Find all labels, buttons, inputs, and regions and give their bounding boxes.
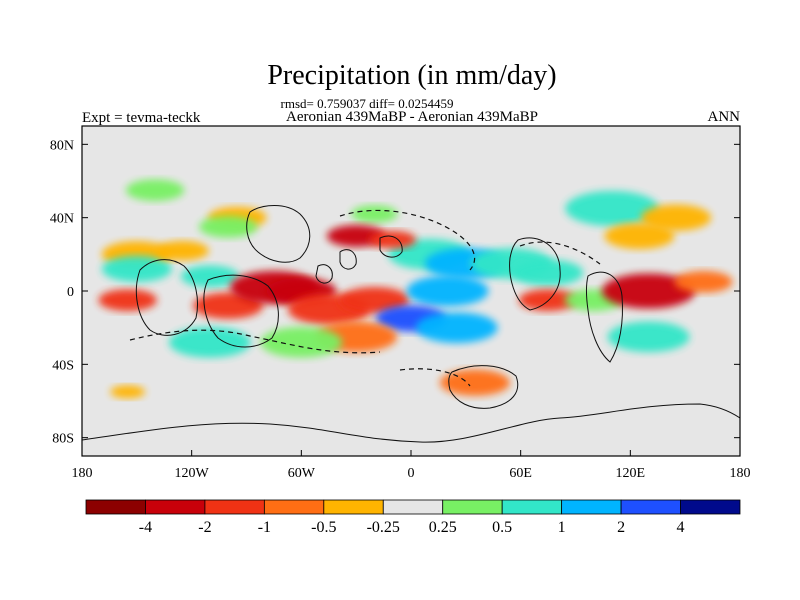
coastline-east-continent — [509, 237, 561, 311]
dashed-coastline-north — [339, 209, 476, 271]
colorbar-swatch-0 — [85, 499, 146, 515]
precip-anomaly-7 — [101, 255, 172, 283]
dashed-paleo-coastlines — [129, 209, 601, 387]
colorbar-label-2: -1 — [258, 519, 271, 536]
x-tick-label-3: 0 — [408, 466, 415, 481]
coastlines — [82, 205, 740, 443]
colorbar-swatch-10 — [680, 499, 741, 515]
colorbar-swatch-6 — [442, 499, 503, 515]
colorbar-label-4: -0.25 — [367, 519, 400, 536]
y-tick-label-0: 80N — [50, 138, 74, 153]
precip-anomaly-32 — [607, 321, 690, 353]
x-tick-label-4: 60E — [509, 466, 532, 481]
coastline-islands-3 — [379, 235, 403, 258]
coastline-north-continent — [246, 205, 311, 263]
colorbar-swatch-7 — [501, 499, 563, 515]
precip-anomaly-33 — [604, 222, 675, 250]
precip-anomaly-25 — [260, 326, 343, 358]
x-tick-label-5: 120E — [616, 466, 646, 481]
precip-anomaly-21 — [406, 275, 489, 307]
precip-anomaly-34 — [125, 179, 185, 202]
precip-anomaly-35 — [110, 385, 146, 399]
chart-subtitle: Aeronian 439MaBP - Aeronian 439MaBP — [286, 109, 538, 125]
y-tick-label-2: 0 — [67, 285, 74, 300]
colorbar-swatch-3 — [263, 499, 325, 515]
precip-anomaly-1 — [640, 204, 712, 231]
colorbar-swatch-4 — [323, 499, 384, 515]
stats-line: rmsd= 0.759037 diff= 0.0254459 — [281, 96, 454, 111]
x-tick-label-1: 120W — [175, 466, 210, 481]
precipitation-field — [98, 179, 733, 399]
precip-anomaly-30 — [601, 273, 696, 309]
precip-anomaly-14 — [339, 287, 410, 314]
coastline-islands-1 — [315, 264, 333, 284]
colorbar-label-8: 2 — [617, 519, 625, 536]
season-label: ANN — [708, 109, 741, 125]
colorbar-swatch-2 — [204, 499, 265, 515]
chart-title: Precipitation (in mm/day) — [267, 60, 556, 91]
y-tick-label-4: 80S — [52, 432, 74, 447]
x-tick-label-6: 180 — [730, 466, 751, 481]
precip-anomaly-20 — [369, 230, 417, 249]
colorbar: -4 -2 -1 -0.5 -0.25 0.25 0.5 1 2 4 — [85, 499, 741, 536]
map-axes: 180 120W 60W 0 60E 120E 180 80N 40N 0 40S 80S — [50, 138, 751, 481]
colorbar-swatch-8 — [561, 499, 622, 515]
experiment-label: Expt = tevma-teckk — [82, 110, 201, 126]
colorbar-label-9: 4 — [677, 519, 685, 536]
dashed-coastline-east — [519, 241, 601, 265]
coastline-antarctic — [82, 403, 740, 443]
colorbar-label-6: 0.5 — [492, 519, 512, 536]
x-tick-label-2: 60W — [288, 466, 316, 481]
precip-anomaly-2 — [351, 205, 398, 223]
precip-anomaly-8 — [156, 240, 209, 261]
precip-anomaly-26 — [169, 326, 251, 358]
y-tick-label-1: 40N — [50, 212, 74, 227]
colorbar-swatch-5 — [382, 499, 444, 515]
precip-anomaly-4 — [198, 215, 258, 238]
y-tick-label-3: 40S — [52, 358, 74, 373]
colorbar-label-3: -0.5 — [311, 519, 336, 536]
map-panel: 180 120W 60W 0 60E 120E 180 80N 40N 0 40S 80S — [50, 125, 751, 481]
colorbar-label-7: 1 — [558, 519, 566, 536]
coastline-islands-2 — [339, 249, 357, 270]
coastline-west-continent — [135, 259, 198, 336]
coastline-far-east-continent — [586, 271, 623, 363]
precip-anomaly-0 — [565, 190, 659, 227]
colorbar-swatch-9 — [620, 499, 681, 515]
colorbar-label-0: -4 — [139, 519, 152, 536]
coastline-southern-continent — [448, 365, 519, 409]
colorbar-label-1: -2 — [198, 519, 211, 536]
precip-anomaly-6 — [98, 289, 157, 312]
colorbar-label-5: 0.25 — [429, 519, 457, 536]
colorbar-swatch-1 — [145, 499, 206, 515]
precip-anomaly-31 — [674, 270, 733, 293]
precip-anomaly-18 — [512, 259, 584, 286]
x-tick-label-0: 180 — [72, 466, 93, 481]
coastline-central-continent — [203, 274, 279, 348]
precip-anomaly-23 — [415, 312, 498, 344]
precip-anomaly-9 — [180, 265, 240, 288]
dashed-coastline-south — [129, 329, 381, 354]
